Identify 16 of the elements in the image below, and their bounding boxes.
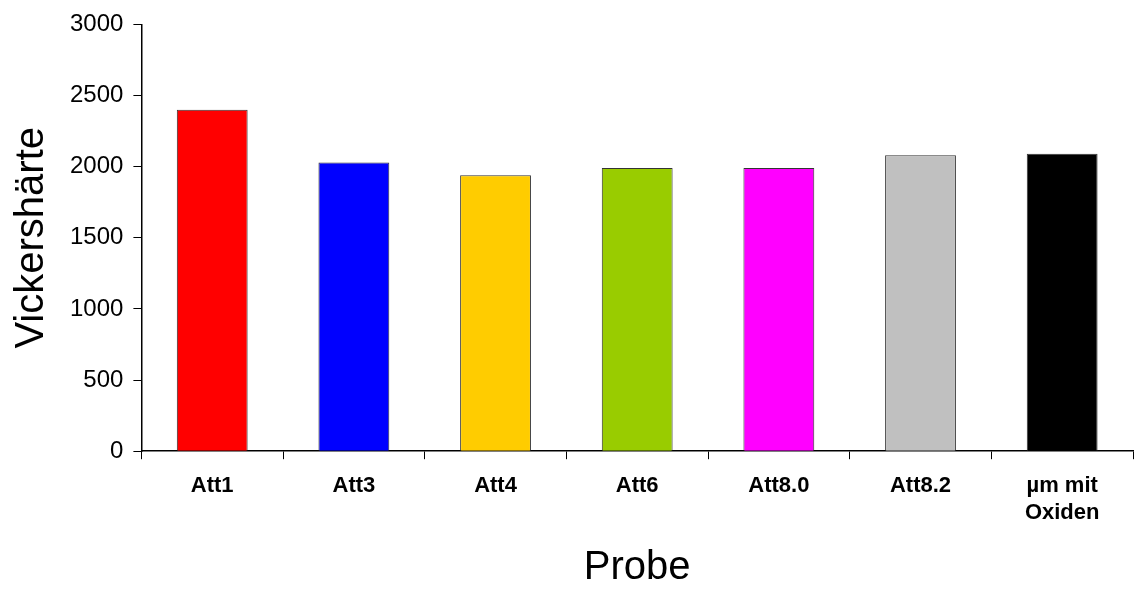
x-tick-label: Att6 (615, 472, 659, 498)
x-tick-label: Att8.2 (889, 472, 952, 498)
y-tick-label: 1000 (70, 293, 124, 321)
y-tick-label: 0 (110, 435, 124, 463)
x-tick-label: Att4 (474, 472, 518, 498)
x-axis-title: Probe (583, 543, 691, 588)
y-axis-title: Vickershärte (7, 127, 52, 349)
x-tick-label: Att8.0 (748, 472, 810, 498)
y-tick-label: 3000 (70, 9, 124, 37)
y-tick-label: 1500 (70, 222, 124, 250)
x-tick-label: Att1 (190, 472, 234, 498)
x-tick-label: Att3 (332, 472, 376, 498)
y-tick-label: 2500 (70, 80, 124, 108)
y-tick-label: 500 (83, 364, 124, 392)
y-tick-label: 2000 (70, 151, 124, 179)
x-tick-label: µm mit Oxiden (1024, 472, 1100, 524)
